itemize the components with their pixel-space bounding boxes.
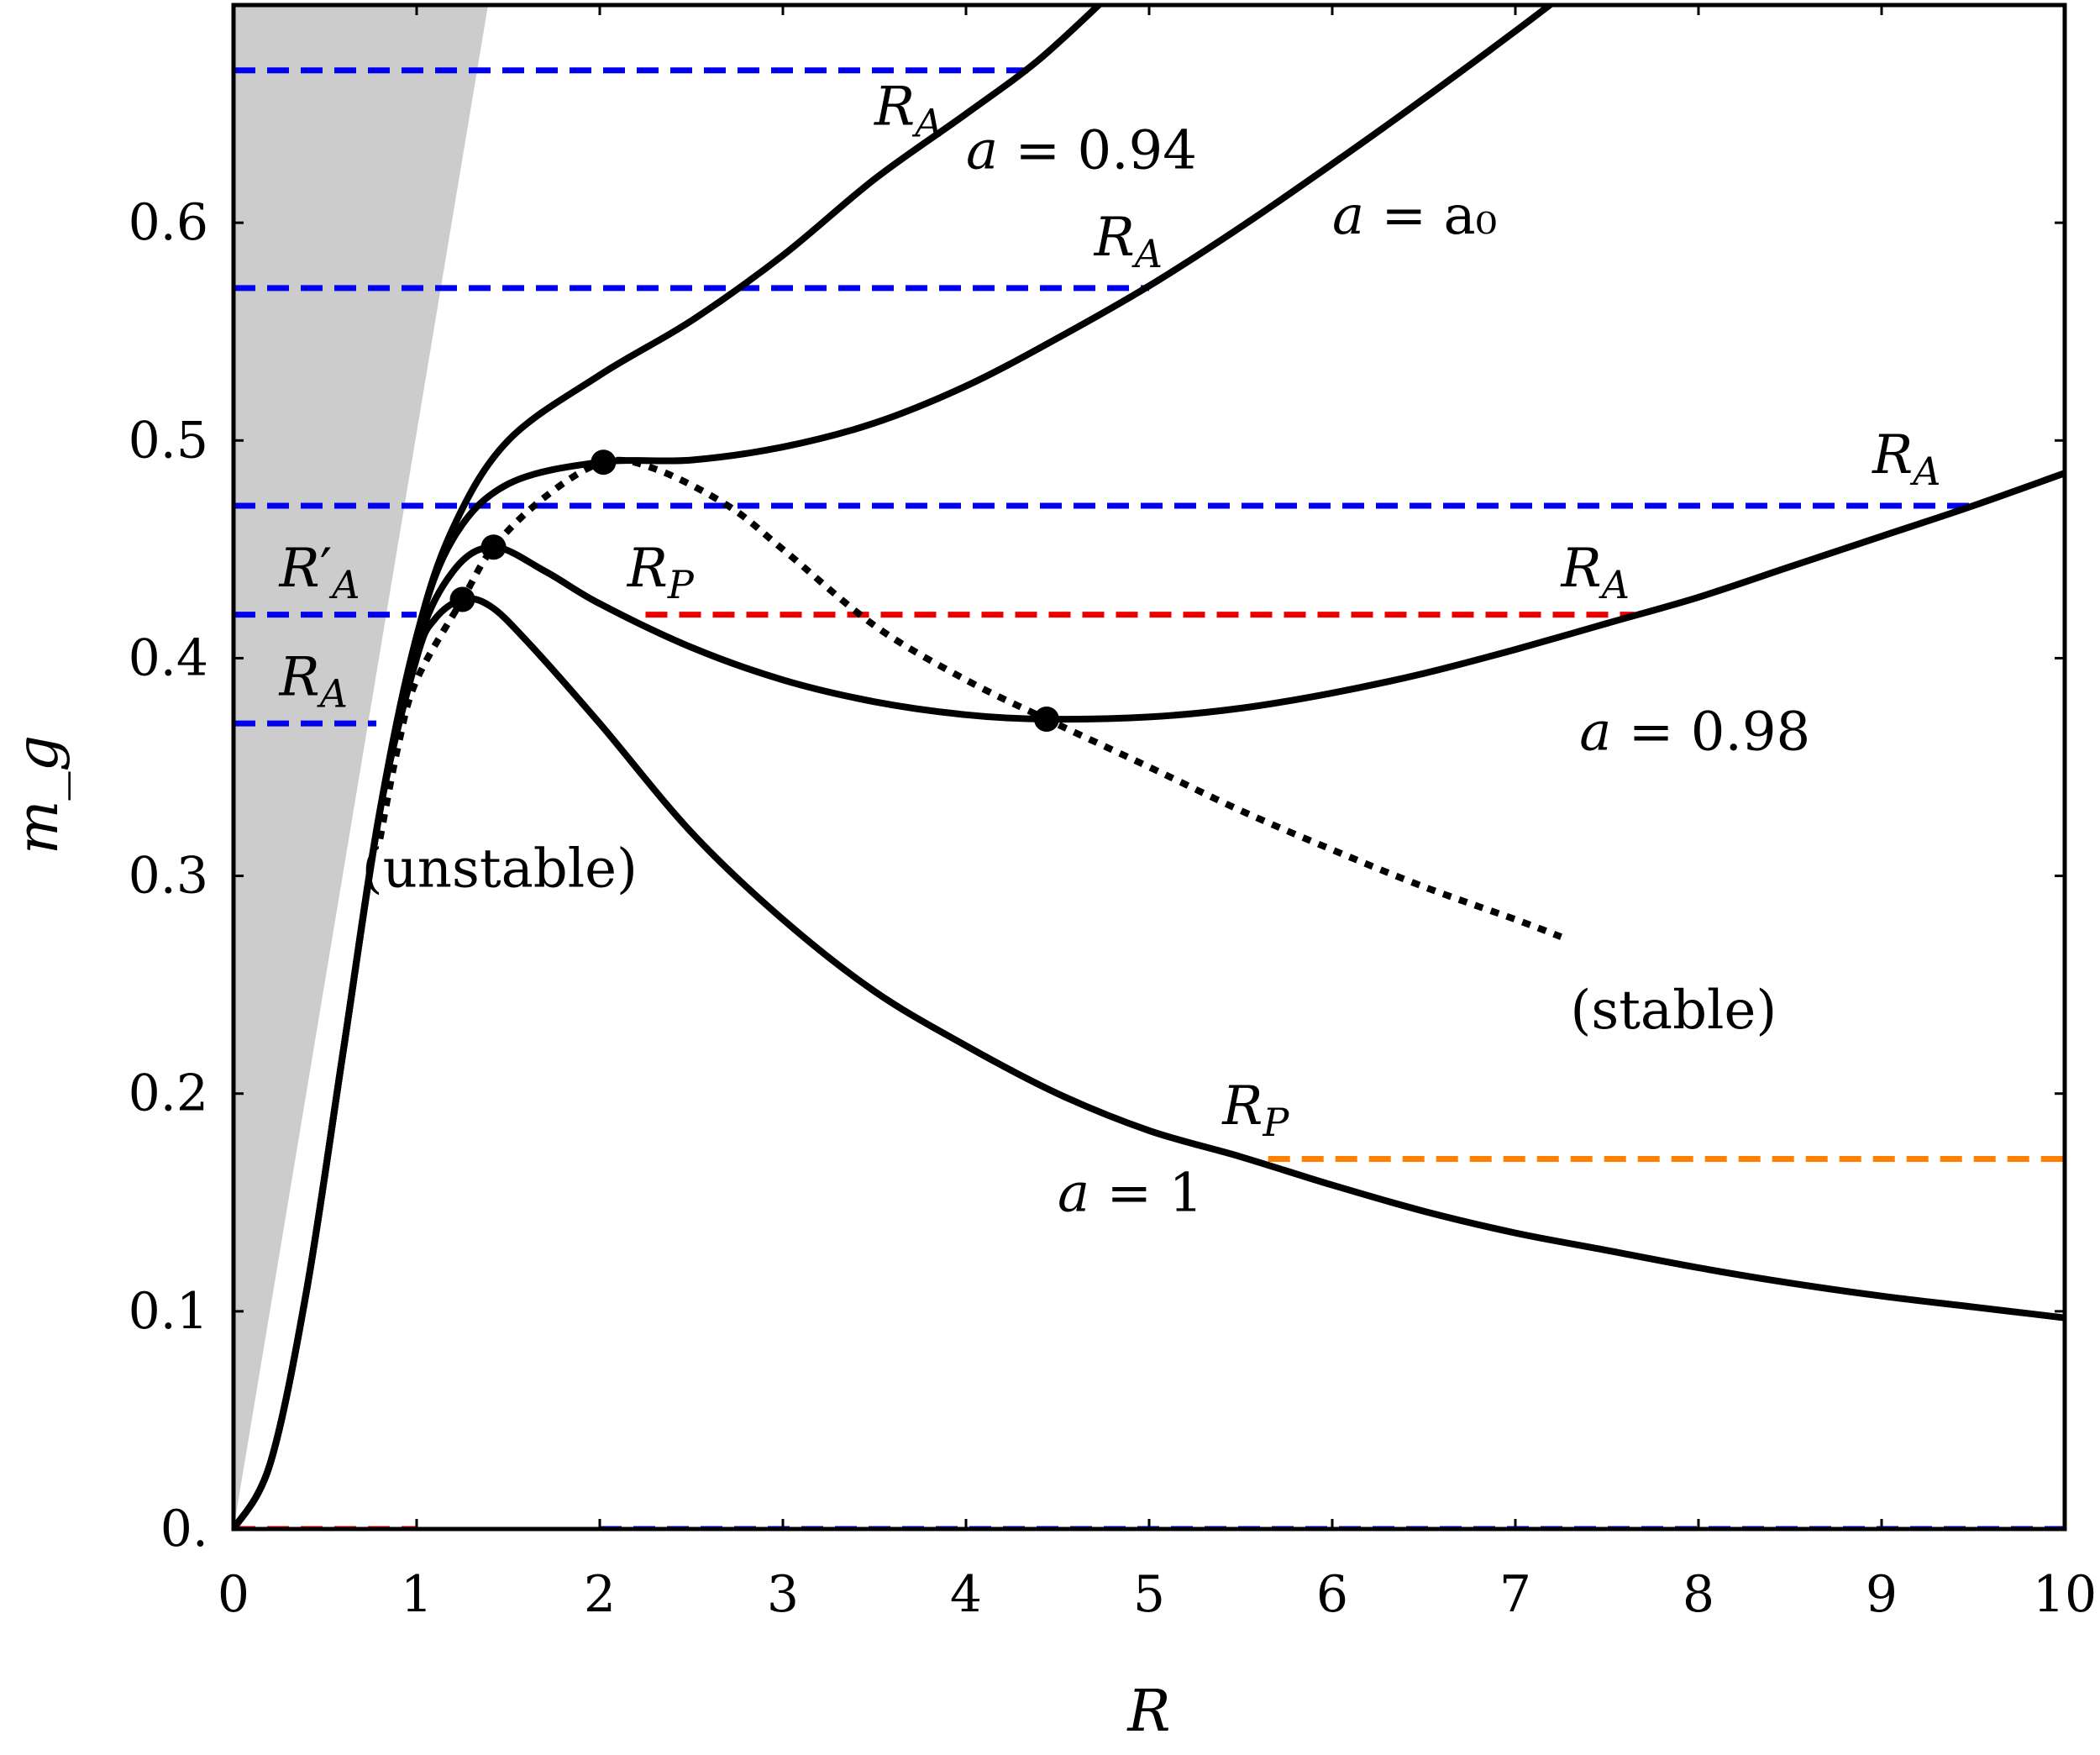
annotation: (unstable) (362, 838, 638, 901)
annotation: RA (874, 76, 942, 146)
series-curve (234, 595, 2065, 1529)
annotation: a = 0.98 (1579, 701, 1810, 763)
annotation: (stable) (1570, 980, 1777, 1042)
critical-point (591, 449, 617, 476)
annotation: a = 0.94 (966, 119, 1197, 181)
annotation: RA (1094, 207, 1163, 276)
x-tick-label: 7 (1499, 1565, 1531, 1624)
annotation: R′A (279, 538, 360, 607)
critical-point (1033, 706, 1059, 732)
annotation: RA (1561, 538, 1630, 607)
shaded-region (234, 5, 489, 1529)
x-tick-label: 2 (584, 1565, 616, 1624)
x-tick-label: 4 (950, 1565, 982, 1624)
annotation: RP (627, 538, 695, 607)
x-tick-label: 0 (218, 1565, 249, 1624)
curves-layer (234, 5, 2065, 1529)
critical-point (449, 586, 475, 612)
x-tick-label: 3 (767, 1565, 799, 1624)
y-tick-label: 0.5 (129, 411, 208, 470)
x-tick-label: 9 (1866, 1565, 1898, 1624)
y-tick-label: 0.3 (129, 847, 208, 906)
y-tick-label: 0. (160, 1500, 208, 1558)
ticks-layer: 0 1 2 3 4 5 6 7 8 9 10 0. 0.1 0.2 0.3 0.4 0.5 0.6 (129, 5, 2097, 1624)
x-tick-label: 1 (401, 1565, 433, 1624)
critical-points-layer (449, 449, 1059, 732)
series-curve (234, 470, 2065, 1529)
y-tick-label: 0.2 (129, 1064, 208, 1123)
y-tick-label: 0.4 (129, 628, 208, 687)
x-tick-label: 10 (2033, 1565, 2097, 1624)
x-tick-label: 6 (1316, 1565, 1348, 1624)
critical-point (480, 534, 507, 560)
annotations-layer: RA a = 0.94 RA a = a₀ RA R′A RP RA RA a = 0.98 (un… (279, 76, 1941, 1225)
y-tick-label: 0.1 (129, 1282, 208, 1341)
x-tick-label: 5 (1133, 1565, 1165, 1624)
annotation: a = a₀ (1332, 185, 1497, 247)
annotation: RA (1872, 424, 1940, 494)
horizontal-segments-layer (234, 67, 2065, 1529)
x-tick-label: 8 (1683, 1565, 1714, 1624)
y-axis-label: m_g (5, 735, 71, 854)
annotation: RA (279, 646, 348, 716)
annotation: a = 1 (1058, 1163, 1203, 1225)
shaded-region-layer (234, 5, 489, 1529)
y-tick-label: 0.6 (129, 193, 208, 252)
x-axis-label: R (1126, 1679, 1170, 1745)
annotation: RP (1221, 1075, 1289, 1145)
